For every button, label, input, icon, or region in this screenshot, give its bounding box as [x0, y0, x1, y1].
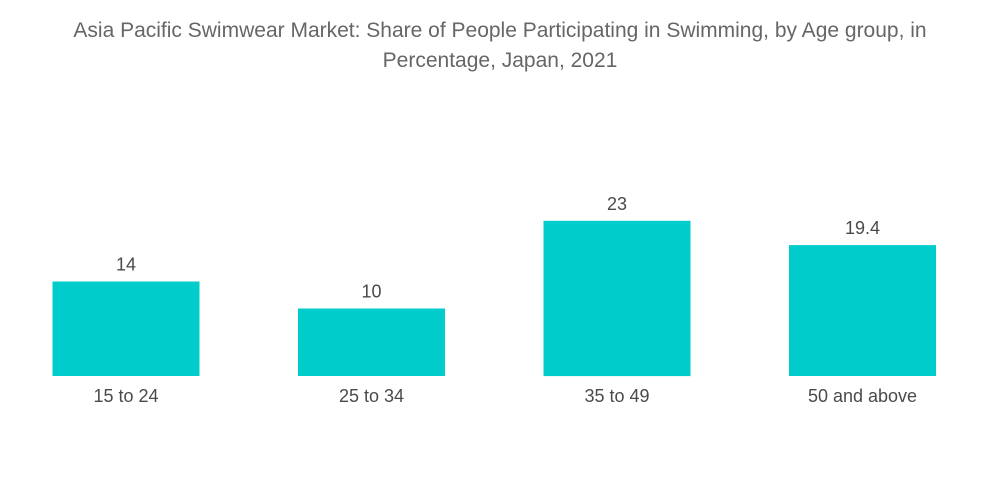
x-tick-label-2: 25 to 34 [339, 386, 404, 406]
bar-4 [789, 245, 936, 376]
data-label-3: 23 [607, 194, 627, 214]
data-label-2: 10 [361, 282, 381, 302]
chart-title: Asia Pacific Swimwear Market: Share of P… [0, 16, 1000, 76]
chart-title-line-1: Asia Pacific Swimwear Market: Share of P… [73, 19, 927, 42]
bar-3 [543, 220, 691, 377]
x-axis-tick-labels: 15 to 24 25 to 34 35 to 49 50 and above [93, 386, 917, 406]
x-tick-label-4: 50 and above [808, 386, 917, 406]
x-tick-label-3: 35 to 49 [584, 386, 649, 406]
chart-title-line-2: Percentage, Japan, 2021 [382, 49, 618, 72]
data-label-1: 14 [116, 255, 136, 275]
data-label-4: 19.4 [845, 218, 880, 238]
bars-layer [52, 220, 936, 377]
x-tick-label-1: 15 to 24 [93, 386, 158, 406]
bar-1 [52, 281, 200, 376]
data-labels-layer: 14 10 23 19.4 [116, 194, 880, 302]
bar-2 [298, 308, 445, 376]
